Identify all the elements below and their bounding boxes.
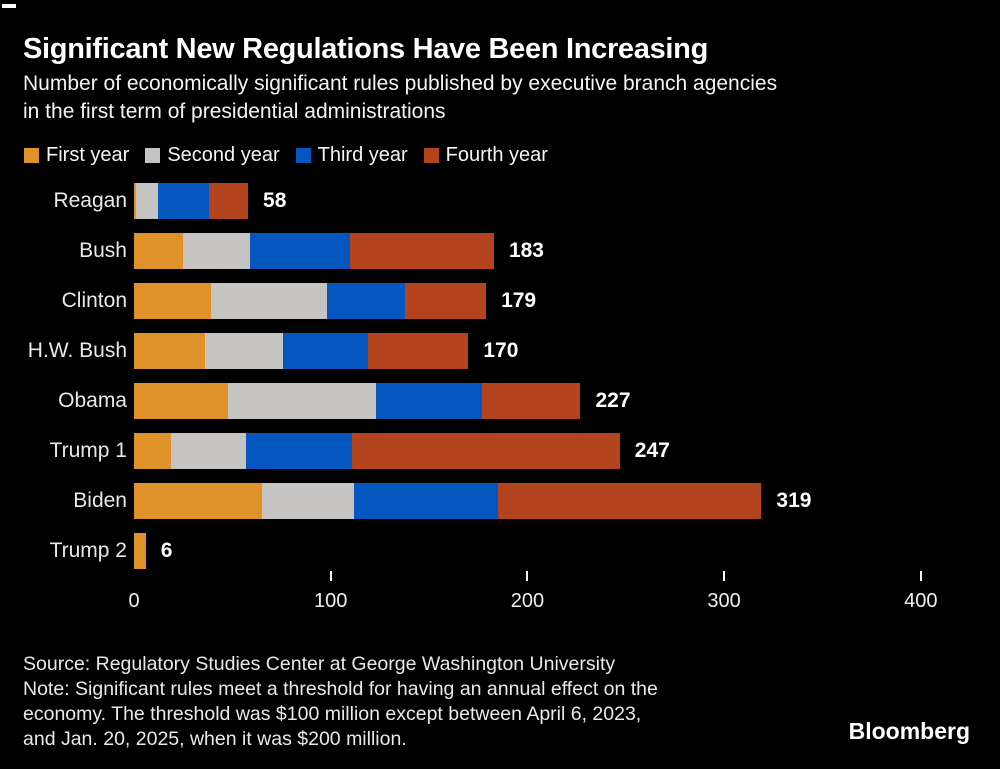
- axis-tick-label: 300: [707, 590, 741, 612]
- category-label: Reagan: [53, 189, 127, 212]
- legend-item-first-year: First year: [24, 144, 129, 167]
- bar-segment-second-year: [261, 483, 355, 519]
- footer: Source: Regulatory Studies Center at Geo…: [23, 652, 823, 752]
- total-value-label: 58: [263, 189, 287, 212]
- legend-label-first-year: First year: [46, 144, 130, 166]
- category-label: H.W. Bush: [27, 339, 127, 362]
- stacked-bar: [134, 483, 762, 519]
- category-label: Trump 1: [49, 439, 127, 462]
- axis-tick-mark: [919, 571, 922, 581]
- stacked-bar: [134, 283, 487, 319]
- chart-subtitle-line2: in the first term of presidential admini…: [23, 100, 446, 123]
- category-label: Trump 2: [49, 539, 127, 562]
- bar-segment-fourth-year: [208, 183, 249, 219]
- stacked-bar: [134, 533, 146, 569]
- axis-tick-label: 100: [314, 590, 348, 612]
- bar-row: Biden 319: [0, 483, 1000, 519]
- stacked-bar: [134, 383, 581, 419]
- legend-item-fourth-year: Fourth year: [423, 144, 548, 167]
- stacked-bar: [134, 233, 494, 269]
- bar-segment-fourth-year: [352, 433, 620, 469]
- chart-title: Significant New Regulations Have Been In…: [23, 33, 708, 65]
- bar-segment-first-year: [134, 483, 262, 519]
- bar-segment-second-year: [210, 283, 327, 319]
- axis-tick-label: 0: [128, 590, 140, 612]
- bar-segment-first-year: [134, 333, 205, 369]
- bar-row: Clinton 179: [0, 283, 1000, 319]
- bar-segment-first-year: [134, 433, 172, 469]
- axis-tick-mark: [723, 571, 726, 581]
- bar-chart: Reagan 58 Bush 183 Clinton 179 H.W. Bush 170 Oba…: [0, 183, 1000, 583]
- bar-segment-third-year: [375, 383, 483, 419]
- category-label: Biden: [73, 489, 127, 512]
- bar-segment-second-year: [171, 433, 247, 469]
- bar-segment-first-year: [134, 233, 184, 269]
- total-value-label: 227: [595, 389, 631, 412]
- axis-tick-label: 200: [510, 590, 545, 612]
- bar-segment-third-year: [283, 333, 369, 369]
- bar-segment-first-year: [134, 183, 136, 219]
- total-value-label: 319: [776, 489, 812, 512]
- chart-subtitle-line1: Number of economically significant rules…: [23, 72, 778, 95]
- bar-segment-third-year: [157, 183, 209, 219]
- category-label: Bush: [79, 239, 127, 262]
- axis-tick-label: 400: [904, 590, 938, 612]
- bar-segment-first-year: [134, 533, 146, 569]
- bar-segment-third-year: [354, 483, 498, 519]
- total-value-label: 183: [508, 239, 544, 262]
- legend-swatch-second-year: [145, 148, 161, 163]
- stacked-bar: [134, 433, 620, 469]
- legend-swatch-fourth-year: [423, 148, 439, 163]
- corner-mark: [2, 4, 16, 8]
- total-value-label: 247: [634, 439, 670, 462]
- bar-segment-fourth-year: [497, 483, 762, 519]
- chart-subtitle: Number of economically significant rules…: [23, 70, 993, 126]
- legend-item-second-year: Second year: [145, 144, 280, 167]
- bar-segment-fourth-year: [368, 333, 469, 369]
- bar-segment-first-year: [134, 283, 211, 319]
- stacked-bar: [134, 183, 249, 219]
- total-value-label: 170: [483, 339, 519, 362]
- legend-item-third-year: Third year: [295, 144, 408, 167]
- bar-segment-second-year: [228, 383, 376, 419]
- bar-row: H.W. Bush 170: [0, 333, 1000, 369]
- bar-segment-second-year: [135, 183, 158, 219]
- axis-tick-mark: [329, 571, 332, 581]
- bar-row: Trump 2 6: [0, 533, 1000, 569]
- legend-label-second-year: Second year: [167, 144, 280, 166]
- legend-label-fourth-year: Fourth year: [445, 144, 548, 166]
- legend: First year Second year Third year Fourth…: [24, 144, 564, 167]
- bar-row: Bush 183: [0, 233, 1000, 269]
- bar-segment-fourth-year: [482, 383, 581, 419]
- bar-row: Trump 1 247: [0, 433, 1000, 469]
- stacked-bar: [134, 333, 469, 369]
- total-value-label: 6: [160, 539, 173, 562]
- bar-row: Obama 227: [0, 383, 1000, 419]
- category-label: Obama: [58, 389, 127, 412]
- note-line1: Note: Significant rules meet a threshold…: [23, 678, 658, 700]
- x-axis: 0 100 200 300 400: [0, 571, 1000, 621]
- bar-segment-fourth-year: [350, 233, 494, 269]
- category-label: Clinton: [61, 289, 127, 312]
- bar-segment-third-year: [250, 233, 351, 269]
- bar-row: Reagan 58: [0, 183, 1000, 219]
- bar-segment-third-year: [246, 433, 353, 469]
- bar-segment-fourth-year: [405, 283, 487, 319]
- legend-swatch-third-year: [295, 148, 311, 163]
- note-line2: economy. The threshold was $100 million …: [23, 703, 642, 725]
- bar-segment-second-year: [204, 333, 284, 369]
- legend-label-third-year: Third year: [317, 144, 408, 166]
- axis-tick-mark: [526, 571, 529, 581]
- source-line: Source: Regulatory Studies Center at Geo…: [23, 653, 616, 675]
- bar-segment-first-year: [134, 383, 229, 419]
- bar-segment-second-year: [183, 233, 251, 269]
- total-value-label: 179: [501, 289, 537, 312]
- bar-segment-third-year: [326, 283, 406, 319]
- note-line3: and Jan. 20, 2025, when it was $200 mill…: [23, 728, 407, 750]
- legend-swatch-first-year: [24, 148, 39, 163]
- bloomberg-logo: Bloomberg: [848, 718, 970, 744]
